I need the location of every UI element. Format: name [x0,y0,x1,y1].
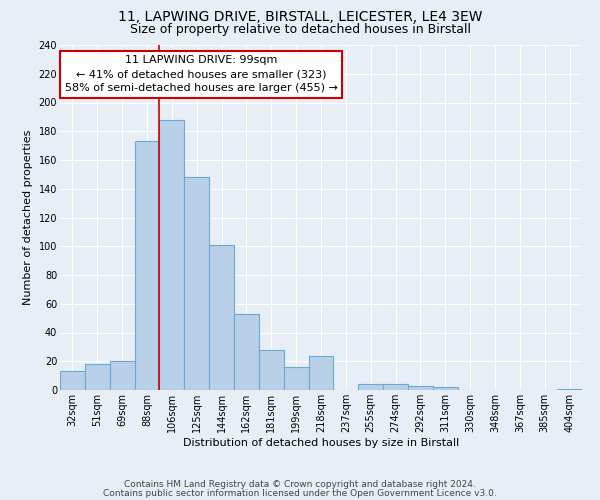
Bar [308,356,334,390]
Text: 11 LAPWING DRIVE: 99sqm
← 41% of detached houses are smaller (323)
58% of semi-d: 11 LAPWING DRIVE: 99sqm ← 41% of detache… [65,56,337,94]
Bar [184,178,209,390]
Bar [259,350,284,390]
Bar [284,367,308,390]
Bar [85,364,110,390]
Bar [110,361,134,390]
X-axis label: Distribution of detached houses by size in Birstall: Distribution of detached houses by size … [183,438,459,448]
Bar [408,386,433,390]
Bar [557,388,582,390]
Text: Size of property relative to detached houses in Birstall: Size of property relative to detached ho… [130,22,470,36]
Text: 11, LAPWING DRIVE, BIRSTALL, LEICESTER, LE4 3EW: 11, LAPWING DRIVE, BIRSTALL, LEICESTER, … [118,10,482,24]
Bar [358,384,383,390]
Bar [160,120,184,390]
Y-axis label: Number of detached properties: Number of detached properties [23,130,33,305]
Bar [234,314,259,390]
Bar [383,384,408,390]
Bar [433,387,458,390]
Text: Contains public sector information licensed under the Open Government Licence v3: Contains public sector information licen… [103,488,497,498]
Text: Contains HM Land Registry data © Crown copyright and database right 2024.: Contains HM Land Registry data © Crown c… [124,480,476,489]
Bar [60,372,85,390]
Bar [134,142,160,390]
Bar [209,245,234,390]
